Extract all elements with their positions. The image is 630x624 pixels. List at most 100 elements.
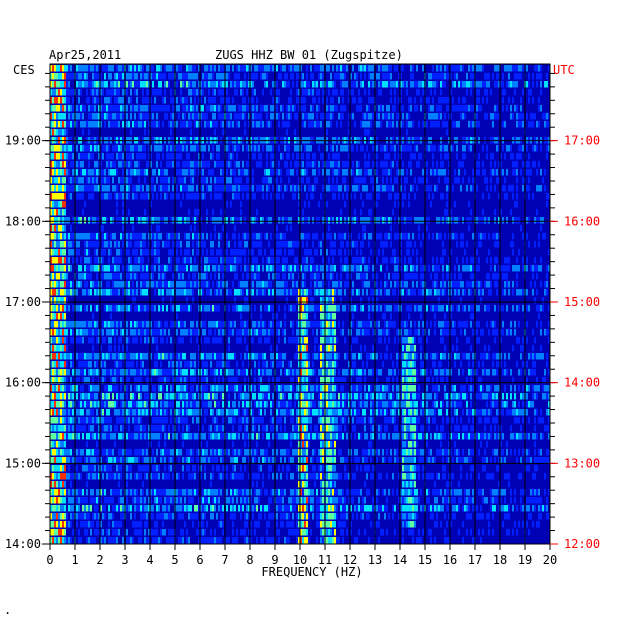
heatmap-cell xyxy=(62,201,64,208)
heatmap-cell xyxy=(420,241,422,248)
heatmap-cell xyxy=(368,97,370,104)
heatmap-cell xyxy=(210,81,212,88)
heatmap-cell xyxy=(300,281,302,288)
heatmap-cell xyxy=(134,169,136,176)
heatmap-cell xyxy=(528,217,530,224)
heatmap-cell xyxy=(516,201,518,208)
heatmap-cell xyxy=(102,89,104,96)
heatmap-cell xyxy=(400,305,402,312)
heatmap-cell xyxy=(80,153,82,160)
heatmap-cell xyxy=(102,233,104,240)
heatmap-cell xyxy=(202,105,204,112)
heatmap-cell xyxy=(54,193,56,200)
heatmap-cell xyxy=(244,257,246,264)
heatmap-cell xyxy=(90,217,92,224)
heatmap-cell xyxy=(410,217,412,224)
heatmap-cell xyxy=(352,81,354,88)
heatmap-cell xyxy=(372,185,374,192)
heatmap-cell xyxy=(340,217,342,224)
heatmap-cell xyxy=(192,241,194,248)
heatmap-cell xyxy=(510,329,512,336)
heatmap-cell xyxy=(114,321,116,328)
heatmap-cell xyxy=(118,321,120,328)
heatmap-cell xyxy=(208,257,210,264)
heatmap-cell xyxy=(490,169,492,176)
heatmap-cell xyxy=(60,281,62,288)
heatmap-cell xyxy=(82,161,84,168)
heatmap-cell xyxy=(392,209,394,216)
heatmap-cell xyxy=(472,273,474,280)
heatmap-cell xyxy=(104,97,106,104)
heatmap-cell xyxy=(514,89,516,96)
heatmap-cell xyxy=(350,289,352,296)
heatmap-cell xyxy=(236,73,238,80)
heatmap-cell xyxy=(204,329,206,336)
heatmap-cell xyxy=(538,161,540,168)
heatmap-cell xyxy=(94,281,96,288)
heatmap-cell xyxy=(82,273,84,280)
heatmap-cell xyxy=(70,193,72,200)
heatmap-cell xyxy=(296,289,298,296)
heatmap-cell xyxy=(50,185,52,192)
heatmap-cell xyxy=(302,289,304,296)
heatmap-cell xyxy=(378,217,380,224)
heatmap-cell xyxy=(164,281,166,288)
heatmap-cell xyxy=(194,113,196,120)
heatmap-cell xyxy=(414,193,416,200)
heatmap-cell xyxy=(228,105,230,112)
heatmap-cell xyxy=(84,289,86,296)
heatmap-cell xyxy=(110,313,112,320)
heatmap-cell xyxy=(368,81,370,88)
heatmap-cell xyxy=(120,193,122,200)
heatmap-cell xyxy=(548,329,550,336)
heatmap-cell xyxy=(56,129,58,136)
heatmap-cell xyxy=(422,329,424,336)
heatmap-cell xyxy=(482,329,484,336)
heatmap-cell xyxy=(380,281,382,288)
heatmap-cell xyxy=(238,113,240,120)
heatmap-cell xyxy=(160,265,162,272)
heatmap-cell xyxy=(144,209,146,216)
heatmap-cell xyxy=(230,249,232,256)
heatmap-cell xyxy=(412,289,414,296)
heatmap-cell xyxy=(52,305,54,312)
heatmap-cell xyxy=(66,321,68,328)
heatmap-cell xyxy=(336,153,338,160)
heatmap-cell xyxy=(270,329,272,336)
heatmap-cell xyxy=(220,329,222,336)
heatmap-cell xyxy=(456,105,458,112)
heatmap-cell xyxy=(78,65,80,72)
heatmap-cell xyxy=(526,81,528,88)
heatmap-cell xyxy=(434,185,436,192)
heatmap-cell xyxy=(454,169,456,176)
heatmap-cell xyxy=(426,169,428,176)
heatmap-cell xyxy=(408,97,410,104)
heatmap-cell xyxy=(252,121,254,128)
heatmap-cell xyxy=(442,265,444,272)
heatmap-cell xyxy=(430,73,432,80)
heatmap-cell xyxy=(352,281,354,288)
heatmap-cell xyxy=(364,169,366,176)
heatmap-cell xyxy=(228,65,230,72)
heatmap-cell xyxy=(254,273,256,280)
heatmap-cell xyxy=(540,321,542,328)
heatmap-cell xyxy=(192,193,194,200)
heatmap-cell xyxy=(516,65,518,72)
heatmap-cell xyxy=(442,217,444,224)
heatmap-cell xyxy=(150,113,152,120)
heatmap-cell xyxy=(278,257,280,264)
heatmap-cell xyxy=(460,65,462,72)
heatmap-cell xyxy=(50,337,52,344)
heatmap-cell xyxy=(438,217,440,224)
heatmap-cell xyxy=(334,89,336,96)
heatmap-cell xyxy=(480,297,482,304)
heatmap-cell xyxy=(212,153,214,160)
heatmap-cell xyxy=(298,297,300,304)
heatmap-cell xyxy=(506,105,508,112)
heatmap-cell xyxy=(60,185,62,192)
heatmap-cell xyxy=(170,337,172,344)
heatmap-cell xyxy=(106,105,108,112)
heatmap-cell xyxy=(232,185,234,192)
heatmap-cell xyxy=(262,89,264,96)
heatmap-cell xyxy=(240,321,242,328)
